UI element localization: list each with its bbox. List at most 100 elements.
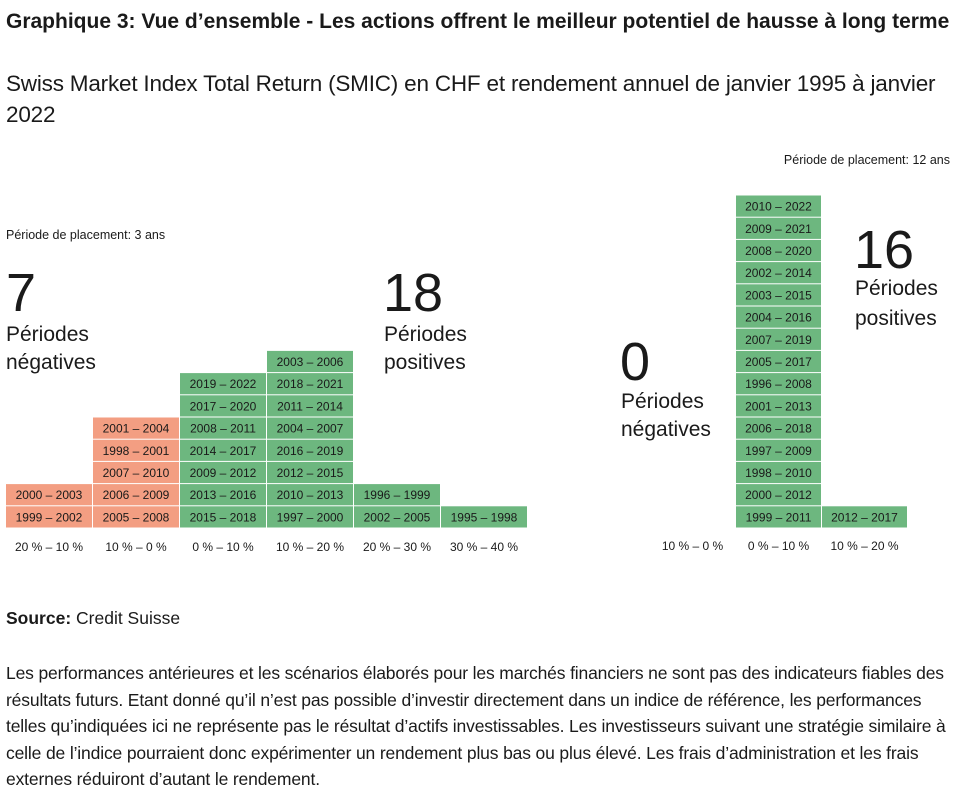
period-cell-label: 2002 – 2005 [364, 510, 431, 524]
chart-12-years: Période de placement: 12 ans 0 Périodes … [620, 153, 950, 553]
negative-word-1-3-years: Périodes [6, 323, 89, 346]
period-cell [180, 506, 266, 528]
period-cell [822, 506, 907, 528]
period-cell [267, 484, 353, 506]
period-cell-label: 2002 – 2014 [745, 266, 812, 280]
period-cell-label: 2012 – 2015 [277, 466, 344, 480]
period-cell [180, 395, 266, 417]
period-cell-label: 2014 – 2017 [190, 444, 257, 458]
period-cell [6, 506, 92, 528]
negative-word-2-12-years: négatives [621, 418, 711, 441]
period-cell [736, 284, 821, 306]
period-cell-label: 2004 – 2007 [277, 422, 344, 436]
period-cell-label: 2011 – 2014 [277, 399, 343, 413]
positive-word-1-12-years: Périodes [855, 277, 938, 300]
positive-word-1-3-years: Périodes [384, 323, 467, 346]
positive-count-12-years: 16 [854, 220, 914, 280]
period-cell-label: 1998 – 2001 [103, 444, 170, 458]
positive-word-2-12-years: positives [855, 307, 937, 330]
period-cell [6, 484, 92, 506]
period-cell [354, 484, 440, 506]
cells-12-years: 1999 – 2011 2000 – 2012 1998 – 2010 1997 – … [736, 195, 907, 528]
period-cell-label: 2001 – 2004 [103, 422, 170, 436]
period-cell [736, 262, 821, 284]
period-cell-label: 1999 – 2011 [746, 510, 812, 524]
positive-word-2-3-years: positives [384, 351, 466, 374]
period-cell-label: 2003 – 2015 [745, 288, 812, 302]
period-cell [736, 373, 821, 395]
period-cell-label: 2000 – 2003 [16, 488, 83, 502]
source-value: Credit Suisse [71, 608, 181, 628]
period-cell [267, 373, 353, 395]
negative-count-12-years: 0 [620, 332, 650, 392]
period-cell-label: 2004 – 2016 [745, 311, 812, 325]
period-cell-label: 2005 – 2008 [103, 510, 170, 524]
period-cell-label: 2008 – 2020 [745, 244, 812, 258]
period-cell-label: 1997 – 2009 [745, 444, 812, 458]
period-cell [93, 439, 179, 461]
period-cell [267, 439, 353, 461]
tick-label: 20 % – 10 % [15, 540, 83, 554]
period-cell-label: 1996 – 2008 [745, 377, 812, 391]
ticks-3-years: 20 % – 10 % 10 % – 0 % 0 % – 10 % 10 % – 20… [15, 540, 518, 554]
period-cell-label: 2009 – 2012 [190, 466, 257, 480]
period-cell [180, 484, 266, 506]
period-cell-label: 2012 – 2017 [831, 510, 898, 524]
period-cell-label: 2015 – 2018 [190, 510, 257, 524]
period-cell [180, 417, 266, 439]
period-cell-label: 2006 – 2018 [745, 422, 812, 436]
period-cell-label: 2013 – 2016 [190, 488, 257, 502]
source-label: Source: [6, 608, 72, 628]
tick-label: 10 % – 20 % [276, 540, 344, 554]
period-cell [441, 506, 527, 528]
period-cell-label: 2008 – 2011 [190, 422, 256, 436]
period-cell [736, 395, 821, 417]
chart-3-years: Période de placement: 3 ans 7 Périodes n… [6, 228, 527, 554]
source-line: Source: Credit Suisse [6, 608, 180, 629]
period-cell [180, 439, 266, 461]
period-cell-label: 1996 – 1999 [364, 488, 431, 502]
period-cell [180, 373, 266, 395]
tick-label: 10 % – 20 % [830, 539, 898, 553]
negative-word-2-3-years: négatives [6, 351, 96, 374]
period-cell [736, 217, 821, 239]
tick-label: 0 % – 10 % [192, 540, 254, 554]
period-cell-label: 1998 – 2010 [745, 466, 812, 480]
period-cell [93, 461, 179, 484]
chart-subtitle: Swiss Market Index Total Return (SMIC) e… [6, 71, 936, 127]
positive-count-3-years: 18 [383, 263, 443, 323]
period-cell [736, 328, 821, 350]
chart-title: Graphique 3: Vue d’ensemble - Les action… [6, 10, 950, 33]
period-cell [736, 484, 821, 506]
period-cell-label: 2006 – 2009 [103, 488, 170, 502]
period-cell-label: 2007 – 2019 [745, 333, 812, 347]
period-cell-label: 2009 – 2021 [745, 222, 812, 236]
period-cell [93, 484, 179, 506]
period-cell [736, 195, 821, 217]
period-cell-label: 1995 – 1998 [451, 510, 518, 524]
period-cell-label: 1997 – 2000 [277, 510, 344, 524]
period-cell-label: 2007 – 2010 [103, 466, 170, 480]
period-cell-label: 2001 – 2013 [745, 399, 812, 413]
period-cell [736, 439, 821, 461]
tick-label: 20 % – 30 % [363, 540, 431, 554]
period-cell [180, 461, 266, 484]
period-cell-label: 2003 – 2006 [277, 355, 344, 369]
ticks-12-years: 10 % – 0 % 0 % – 10 % 10 % – 20 % [662, 539, 899, 553]
tick-label: 30 % – 40 % [450, 540, 518, 554]
period-cell-label: 2010 – 2022 [745, 200, 812, 214]
histogram-figure: Période de placement: 3 ans 7 Périodes n… [6, 153, 950, 554]
period-cell [736, 350, 821, 373]
cells-3-years: 1999 – 2002 2000 – 2003 2005 – 2008 2006 – … [6, 350, 527, 528]
period-cell [354, 506, 440, 528]
period-cell [267, 506, 353, 528]
negative-count-3-years: 7 [6, 263, 36, 323]
period-cell [736, 417, 821, 439]
period-cell-label: 2019 – 2022 [190, 377, 257, 391]
period-cell-label: 2005 – 2017 [745, 355, 812, 369]
negative-word-1-12-years: Périodes [621, 390, 704, 413]
disclaimer-text: Les performances antérieures et les scén… [6, 663, 946, 789]
period-cell-label: 1999 – 2002 [16, 510, 83, 524]
period-cell [736, 461, 821, 484]
period-cell-label: 2018 – 2021 [277, 377, 344, 391]
